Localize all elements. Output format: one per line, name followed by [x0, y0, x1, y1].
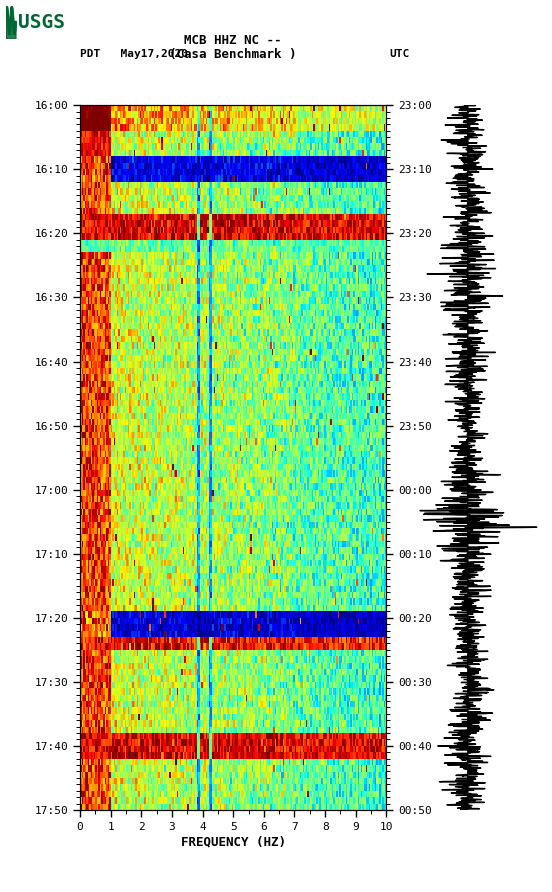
Text: UTC: UTC	[389, 49, 410, 60]
Text: MCB HHZ NC --: MCB HHZ NC --	[184, 34, 282, 46]
Text: (Casa Benchmark ): (Casa Benchmark )	[169, 48, 297, 61]
Text: USGS: USGS	[18, 12, 65, 32]
Text: PDT   May17,2020: PDT May17,2020	[80, 49, 188, 60]
X-axis label: FREQUENCY (HZ): FREQUENCY (HZ)	[181, 836, 286, 849]
